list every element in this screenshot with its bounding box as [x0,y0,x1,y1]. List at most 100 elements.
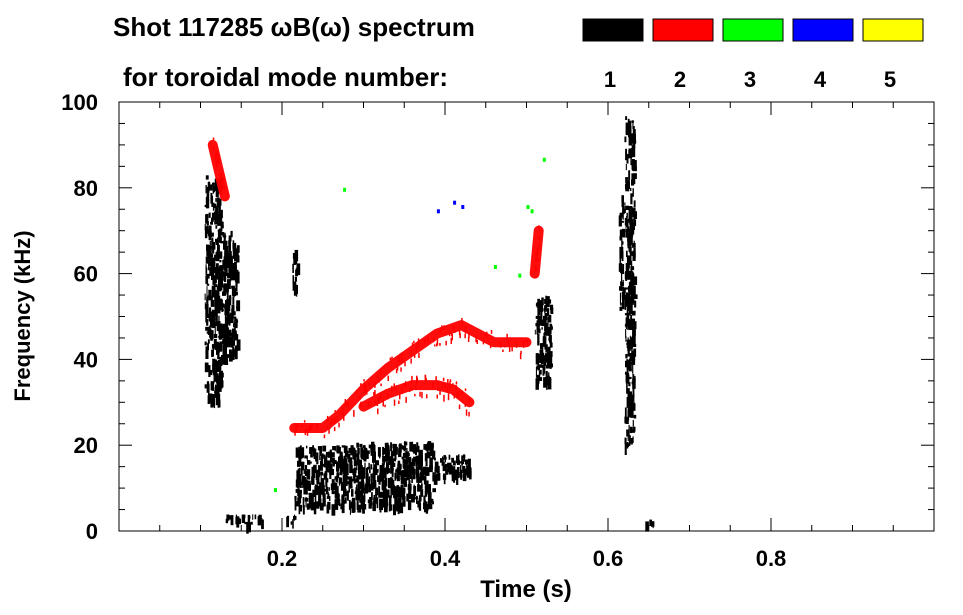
spectral-blob [351,497,356,507]
spectral-blob [629,229,633,238]
spectral-blob [428,441,430,444]
trace-noise [304,429,307,435]
spectral-blob [209,240,211,247]
spectral-blob [358,466,361,471]
spectral-blob [223,304,225,309]
spectral-blob [373,475,375,485]
spectral-blob [301,452,304,459]
legend-swatch-4 [792,18,854,42]
trace-noise [342,411,344,415]
trace-noise [455,381,458,385]
spectral-blob [628,281,632,292]
spectral-blob [236,279,240,283]
spectral-blob [230,230,233,238]
spectral-blob [537,306,541,315]
x-tick-label: 0.4 [430,546,461,571]
spectral-blob [392,443,394,449]
spectral-blob [627,434,629,441]
spectral-blob [206,286,208,298]
spectral-blob [652,525,654,529]
trace-noise [396,365,399,371]
spectral-blob [228,329,232,337]
trace-noise [400,357,403,363]
spectral-blob [217,230,220,240]
spectral-blob [226,299,230,310]
trace-noise [343,414,345,421]
trace-noise [378,400,381,403]
spectral-blob [212,247,215,254]
spectral-blob [536,365,540,370]
spectral-blob [216,290,220,300]
trace-noise [456,392,458,399]
spectral-blob [416,495,418,504]
spectral-blob [216,361,219,371]
spectral-blob [218,236,222,243]
spectral-blob [625,177,629,180]
spectral-blob [425,457,428,467]
spectral-blob [340,503,345,510]
spectral-blob [543,332,548,336]
spectral-blob [225,318,230,322]
spectral-blob [413,494,416,500]
spectral-blob [632,403,636,411]
spectral-blob [620,268,623,272]
spectral-blob [336,492,339,505]
spectral-blob [625,354,628,359]
spectral-blob [359,481,363,490]
spectral-blob [214,215,218,225]
spectral-blob [409,489,412,499]
spectral-blob [628,382,631,387]
spectral-blob [628,170,631,181]
spectral-blob [210,221,213,225]
spectral-blob [323,493,325,500]
spectral-blob [627,402,632,415]
spectral-blob [227,256,231,269]
spectral-blob [620,281,622,286]
spectral-blob [448,454,451,460]
spectral-blob [397,463,402,476]
spectral-blob [411,458,416,467]
spectral-blob [316,473,320,485]
trace-noise [329,422,331,425]
spectral-blob [546,351,550,358]
trace-noise [395,368,398,374]
spectral-blob [542,355,546,361]
spectral-blob [337,485,339,497]
spectral-blob [357,490,362,499]
trace-noise [461,325,463,328]
spectral-blob [205,364,209,372]
spectral-blob [219,228,222,240]
trace-noise [403,383,405,388]
trace-noise [387,375,389,381]
trace-noise [490,330,493,334]
spectral-blob [423,475,425,485]
trace-noise [468,398,470,404]
trace-noise [425,378,427,382]
trace-noise [391,356,393,361]
spectral-blob [207,295,209,298]
spectral-blob [445,468,449,475]
spectral-blob [243,514,246,519]
spectral-blob [209,267,213,276]
spectral-blob [305,496,307,508]
spectral-blob [211,285,216,298]
spectral-blob [393,458,396,462]
spectral-blob [358,472,361,480]
chart-title: Shot 117285 ωB(ω) spectrum [113,12,475,42]
legend-swatch-1 [582,18,644,42]
spectral-blob [626,443,629,448]
spectral-blob [649,519,652,526]
mode-trace [207,139,230,202]
spectral-blob [210,262,214,270]
spectral-blob [298,446,301,452]
spectral-blob [230,313,234,324]
spectral-blob [400,473,405,481]
spectral-blob [214,339,217,350]
spectral-blob [627,396,632,405]
spectral-blob [365,467,369,477]
spectral-blob [368,501,372,509]
spectral-blob [428,492,432,502]
trace-noise [416,343,418,347]
spectral-blob [217,399,221,408]
spectral-blob [348,447,352,454]
